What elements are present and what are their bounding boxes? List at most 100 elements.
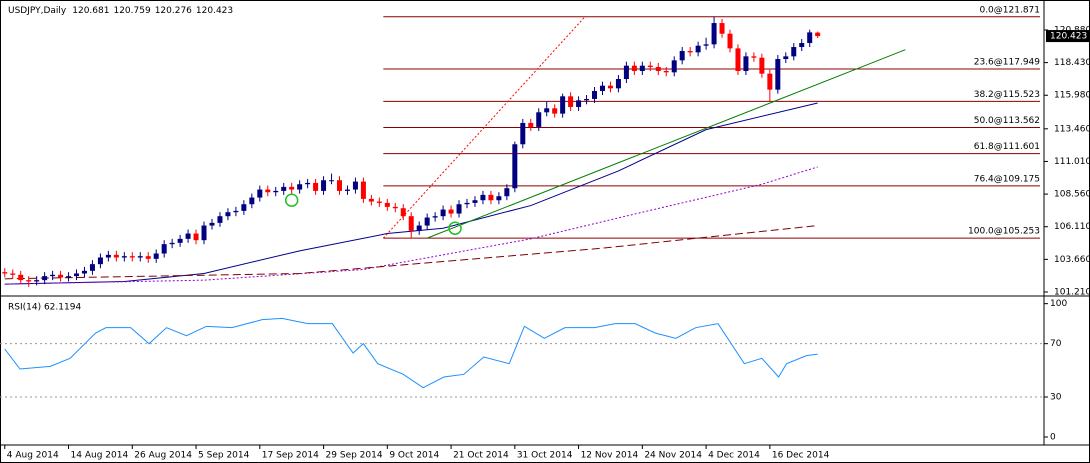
rsi-title: RSI(14) 62.1194 (8, 303, 81, 313)
x-tick-label: 24 Nov 2014 (644, 451, 702, 461)
trendline (382, 16, 586, 239)
candle-body (392, 206, 398, 209)
candle-body (2, 272, 8, 274)
fib-label: 100.0@105.253 (968, 227, 1040, 237)
candle-body (384, 202, 390, 207)
candle-body (464, 202, 470, 205)
header: USDJPY,Daily 120.681 120.759 120.276 120.423 (8, 6, 233, 16)
ohlc-high: 120.759 (113, 6, 150, 16)
candle-body (528, 122, 534, 127)
ohlc-low: 120.276 (155, 6, 192, 16)
candle-body (751, 56, 757, 58)
candle-body (663, 71, 669, 73)
y-tick-label: 103.660 (1054, 255, 1090, 265)
candle-body (97, 257, 103, 265)
candle-body (161, 244, 167, 254)
candle-body (719, 23, 725, 34)
symbol: USDJPY,Daily (8, 6, 67, 16)
candle-body (153, 253, 159, 259)
candle-body (74, 273, 80, 277)
candle-body (89, 264, 95, 271)
candle-body (488, 194, 494, 201)
candle-body (647, 65, 653, 68)
candle-body (26, 280, 32, 282)
candle-body (129, 256, 135, 258)
moving-average (4, 102, 818, 285)
x-tick-label: 4 Aug 2014 (7, 451, 59, 461)
candle-body (336, 180, 342, 191)
candle-body (34, 280, 40, 282)
y-tick-label: 113.460 (1054, 124, 1090, 134)
candle-body (767, 73, 773, 90)
candle-body (50, 274, 56, 277)
candle-body (536, 112, 542, 127)
candle-body (639, 65, 645, 72)
candle-body (257, 189, 263, 198)
candle-body (265, 189, 271, 193)
signal-marker (284, 193, 299, 207)
candle-body (512, 144, 518, 189)
y-tick-label: 70 (1050, 339, 1062, 349)
x-tick-label: 17 Sep 2014 (262, 451, 319, 461)
candle-body (121, 256, 127, 258)
candle-body (81, 270, 87, 274)
candle-body (807, 32, 813, 44)
candle-body (448, 209, 454, 214)
candle-body (759, 57, 765, 74)
y-tick-label: 30 (1050, 393, 1062, 403)
candle-body (408, 216, 414, 231)
trendline (426, 49, 906, 239)
candle-body (305, 182, 311, 185)
fib-label: 0.0@121.871 (979, 5, 1040, 15)
candle-body (799, 43, 805, 48)
candle-body (783, 56, 789, 60)
y-tick-label: 115.980 (1054, 91, 1090, 101)
candle-body (58, 274, 64, 278)
candle-body (360, 181, 366, 199)
ohlc-close: 120.423 (196, 6, 233, 16)
x-tick-label: 26 Aug 2014 (134, 451, 192, 461)
candle-body (113, 254, 119, 258)
candle-body (10, 273, 16, 275)
candle-body (703, 44, 709, 46)
fib-label: 50.0@113.562 (974, 116, 1040, 126)
candle-body (66, 276, 72, 278)
candle-body (313, 182, 319, 191)
candle-body (743, 56, 749, 72)
candle-body (504, 188, 510, 197)
candle-body (560, 96, 566, 114)
candle-body (185, 233, 191, 239)
candle-body (735, 48, 741, 72)
y-tick-label: 0 (1050, 433, 1056, 443)
ohlc-open: 120.681 (72, 6, 109, 16)
signal-marker (448, 221, 462, 235)
candle-body (544, 108, 550, 113)
candle-body (727, 33, 733, 49)
candle-body (297, 184, 303, 190)
candle-body (289, 186, 295, 190)
candle-body (145, 256, 151, 259)
x-tick-label: 29 Sep 2014 (326, 451, 383, 461)
y-tick-label: 118.430 (1054, 58, 1090, 68)
price-label: 120.423 (1050, 32, 1087, 42)
candle-body (576, 100, 582, 107)
candle-body (552, 108, 558, 114)
x-tick-label: 31 Oct 2014 (517, 451, 573, 461)
candle-body (480, 194, 486, 201)
candle-body (599, 85, 605, 91)
candle-body (655, 67, 661, 72)
x-tick-label: 9 Oct 2014 (389, 451, 439, 461)
fib-label: 61.8@111.601 (974, 142, 1040, 152)
candle-body (329, 180, 335, 182)
candle-body (193, 233, 199, 241)
moving-average (4, 225, 818, 280)
candle-body (607, 85, 613, 89)
x-tick-label: 4 Dec 2014 (708, 451, 760, 461)
x-tick-label: 14 Aug 2014 (71, 451, 129, 461)
candle-body (376, 201, 382, 203)
moving-average (4, 166, 818, 285)
candle-body (775, 59, 781, 90)
candle-body (711, 23, 717, 45)
candle-body (679, 51, 685, 61)
